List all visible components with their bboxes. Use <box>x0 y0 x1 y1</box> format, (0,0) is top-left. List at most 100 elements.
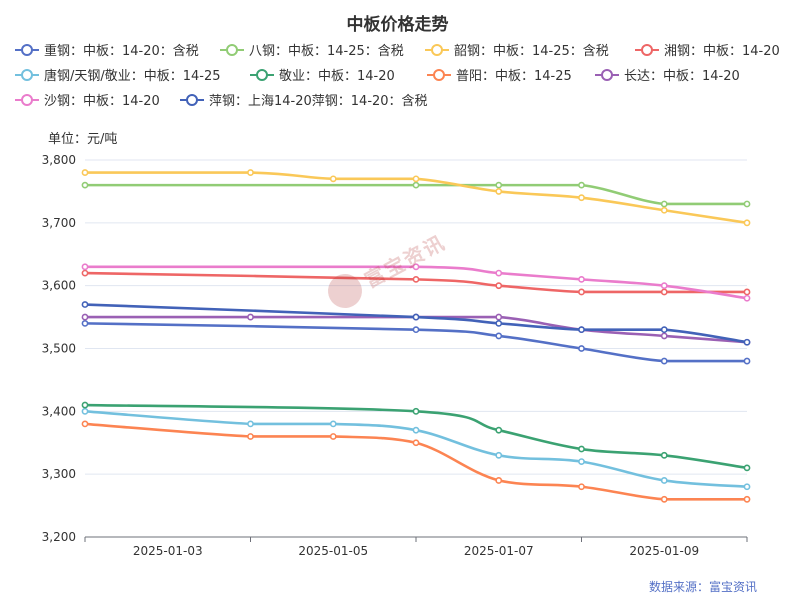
data-point <box>743 338 751 346</box>
data-point <box>578 345 585 352</box>
data-point <box>81 181 89 189</box>
data-point <box>412 407 420 415</box>
data-point <box>660 332 668 340</box>
legend-marker <box>186 93 198 106</box>
data-point <box>412 175 420 183</box>
axes: 3,200 3,300 3,400 3,500 3,600 3,700 3,800 2025-… <box>42 153 748 558</box>
data-point <box>578 275 585 283</box>
legend-item[interactable]: 萍钢：上海14-20萍钢：14-20：含税 <box>180 90 428 109</box>
data-point <box>578 483 585 491</box>
data-point <box>81 269 89 277</box>
data-point <box>412 263 420 271</box>
data-point <box>578 458 585 465</box>
y-tick-label: 3,600 <box>42 279 76 293</box>
data-point <box>743 495 751 503</box>
series-line <box>84 303 748 344</box>
series-line <box>84 422 747 501</box>
data-point <box>81 313 89 321</box>
data-point <box>578 445 585 453</box>
legend-line-icon <box>595 68 619 82</box>
series-line <box>84 410 748 489</box>
data-point <box>743 464 751 472</box>
legend-line-icon <box>15 93 39 107</box>
data-point <box>743 357 751 365</box>
legend-label: 湘钢：中板：14-20 <box>664 44 780 59</box>
legend-item[interactable]: 韶钢：中板：14-25：含税 <box>425 40 609 59</box>
data-point <box>247 313 254 321</box>
legend-item[interactable]: 普阳：中板：14-25 <box>427 65 572 84</box>
legend-item[interactable]: 湘钢：中板：14-20 <box>635 40 780 59</box>
data-point <box>81 169 89 176</box>
legend-marker <box>21 43 33 56</box>
data-point <box>660 326 668 334</box>
data-point <box>660 451 668 459</box>
legend-line-icon <box>635 43 659 57</box>
data-point <box>743 483 751 491</box>
legend-label: 唐钢/天钢/敬业：中板：14-25 <box>44 69 221 84</box>
data-point <box>412 326 420 334</box>
y-tick-label: 3,700 <box>42 216 76 230</box>
series <box>81 181 751 208</box>
legend-marker <box>256 68 268 81</box>
data-point <box>495 477 503 484</box>
data-point <box>495 188 503 195</box>
data-point <box>412 313 420 321</box>
data-point <box>81 407 89 415</box>
data-point <box>660 206 668 214</box>
series <box>81 169 751 227</box>
series <box>81 301 751 346</box>
legend-label: 韶钢：中板：14-25：含税 <box>454 44 609 59</box>
series <box>81 319 751 365</box>
series <box>81 420 751 503</box>
data-point <box>412 275 420 283</box>
x-tick-label: 2025-01-05 <box>298 544 368 558</box>
data-point <box>495 451 503 459</box>
data-point <box>81 263 89 271</box>
data-point <box>247 420 254 428</box>
data-point <box>660 495 668 503</box>
data-point <box>495 332 503 340</box>
legend-line-icon <box>180 93 204 107</box>
series <box>81 407 751 491</box>
x-tick-label: 2025-01-09 <box>629 544 699 558</box>
data-point <box>495 313 503 321</box>
x-tick-label: 2025-01-07 <box>464 544 534 558</box>
legend-item[interactable]: 重钢：中板：14-20：含税 <box>15 40 199 59</box>
y-tick-label: 3,400 <box>42 404 76 418</box>
data-point <box>412 426 420 434</box>
data-point <box>660 357 668 365</box>
data-point <box>412 439 420 447</box>
data-point <box>247 169 254 176</box>
legend-item[interactable]: 唐钢/天钢/敬业：中板：14-25 <box>15 65 221 84</box>
x-tick-label: 2025-01-03 <box>133 544 203 558</box>
legend-label: 重钢：中板：14-20：含税 <box>44 44 199 59</box>
data-point <box>743 200 751 208</box>
legend-label: 普阳：中板：14-25 <box>456 69 572 84</box>
legend-line-icon <box>15 43 39 57</box>
legend-item[interactable]: 长达：中板：14-20 <box>595 65 740 84</box>
data-point <box>743 219 751 227</box>
data-point <box>495 426 503 434</box>
series-lines <box>81 169 751 503</box>
data-point <box>660 288 668 296</box>
y-tick-label: 3,300 <box>42 467 76 481</box>
data-point <box>495 181 503 189</box>
data-point <box>578 326 585 334</box>
data-point <box>412 181 420 189</box>
legend-item[interactable]: 沙钢：中板：14-20 <box>15 90 160 109</box>
data-point <box>81 401 89 409</box>
chart-title: 中板价格走势 <box>346 15 449 35</box>
legend-label: 八钢：中板：14-25：含税 <box>249 44 404 59</box>
y-tick-label: 3,200 <box>42 530 76 544</box>
grid-lines <box>85 159 747 475</box>
legend-item[interactable]: 八钢：中板：14-25：含税 <box>220 40 404 59</box>
data-point <box>329 433 337 440</box>
legend-marker <box>601 68 613 81</box>
data-point <box>743 288 751 296</box>
y-tick-label: 3,800 <box>42 153 76 167</box>
legend-marker <box>226 43 238 56</box>
data-point <box>495 282 503 290</box>
legend-item[interactable]: 敬业：中板：14-20 <box>250 65 395 84</box>
data-point <box>81 420 89 428</box>
